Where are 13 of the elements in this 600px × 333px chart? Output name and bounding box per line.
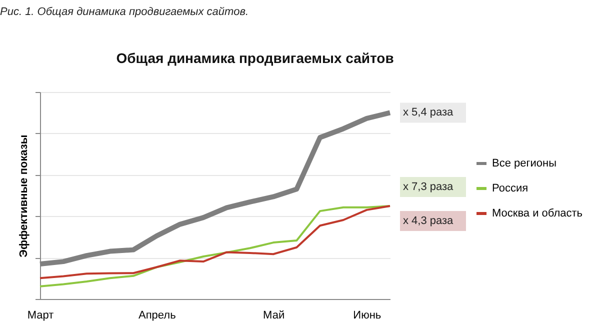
- x-tick-label: Май: [263, 310, 285, 322]
- legend-label: Москва и область: [492, 208, 583, 220]
- y-axis-title: Эффективные показы: [18, 134, 30, 258]
- legend-label: Все регионы: [492, 158, 557, 170]
- x-tick-label: Март: [27, 310, 54, 322]
- legend-label: Россия: [492, 182, 528, 194]
- x-tick-label: Апрель: [138, 310, 176, 322]
- text: x 4,3 раза: [403, 215, 454, 228]
- x-tick-label: Июнь: [353, 310, 382, 322]
- text: x 5,4 раза: [403, 106, 454, 119]
- chart-title: Общая динамика продвигаемых сайтов: [116, 50, 394, 66]
- text: Рис. 1. Общая динамика продвигаемых сайтов.: [0, 6, 248, 18]
- text: x 7,3 раза: [403, 181, 454, 194]
